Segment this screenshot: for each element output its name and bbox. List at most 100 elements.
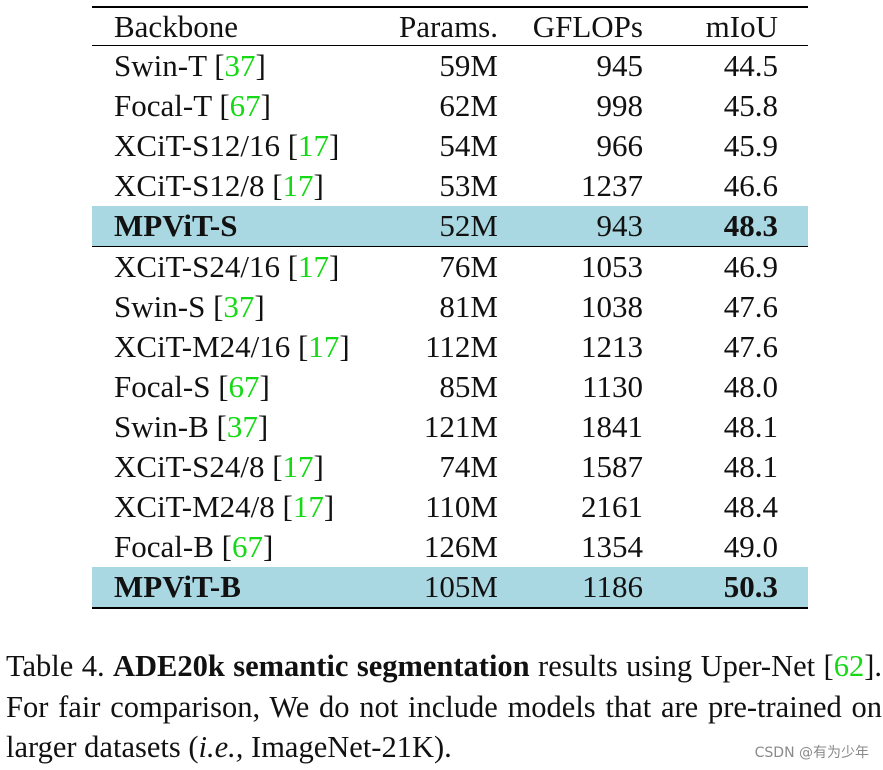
table-row: Focal-S [67] 85M 1130 48.0 [92,367,808,407]
caption-text-2: . For fair comparison, We do not include… [6,649,882,764]
miou-cell: 48.0 [723,369,778,404]
citation-link[interactable]: 17 [298,128,330,163]
header-gflops: GFLOPs [532,9,643,44]
header-backbone: Backbone [114,9,238,44]
table-header-row: Backbone Params. GFLOPs mIoU [92,8,808,46]
header-miou: mIoU [705,9,778,44]
backbone-cell: Focal-T [67] [114,88,271,123]
citation-link[interactable]: 17 [308,329,340,364]
backbone-cell: Focal-B [67] [114,529,274,564]
backbone-name: Focal-T [114,88,212,123]
params-cell: 121M [423,409,498,444]
backbone-name: XCiT-S12/8 [114,168,265,203]
miou-cell: 48.1 [723,409,778,444]
results-table: Backbone Params. GFLOPs mIoU Swin-T [37]… [92,6,808,609]
table-body: Swin-T [37] 59M 945 44.5 Focal-T [67] 62M 998 4… [92,46,808,607]
backbone-cell: XCiT-S12/16 [17] [114,128,340,163]
backbone-cell: Swin-S [37] [114,289,265,324]
gflops-cell: 1841 [581,409,643,444]
caption-label: Table 4. [6,649,105,683]
caption-citation[interactable]: 62 [833,649,865,683]
params-cell: 85M [439,369,498,404]
backbone-name: MPViT-B [114,569,241,604]
table-row: Focal-B [67] 126M 1354 49.0 [92,527,808,567]
miou-cell: 45.9 [723,128,778,163]
table-row: XCiT-M24/16 [17] 112M 1213 47.6 [92,327,808,367]
gflops-cell: 1587 [581,449,643,484]
backbone-cell: XCiT-S12/8 [17] [114,168,324,203]
caption-text-3: ImageNet-21K). [243,730,452,764]
citation-link[interactable]: 17 [298,249,330,284]
citation-link[interactable]: 67 [231,529,263,564]
table-row: XCiT-S24/8 [17] 74M 1587 48.1 [92,447,808,487]
table-row: XCiT-S12/8 [17] 53M 1237 46.6 [92,166,808,206]
backbone-cell: Focal-S [67] [114,369,270,404]
backbone-name: MPViT-S [114,208,238,243]
backbone-cell: XCiT-S24/8 [17] [114,449,324,484]
backbone-cell: XCiT-S24/16 [17] [114,249,340,284]
citation-link[interactable]: 17 [292,489,324,524]
backbone-name: XCiT-S12/16 [114,128,280,163]
miou-cell: 48.1 [723,449,778,484]
table-row: MPViT-S 52M 943 48.3 [92,206,808,247]
gflops-cell: 1038 [581,289,643,324]
params-cell: 59M [439,48,498,83]
backbone-cell: MPViT-S [114,206,237,246]
table-row: XCiT-S12/16 [17] 54M 966 45.9 [92,126,808,166]
params-cell: 74M [439,449,498,484]
gflops-cell: 1130 [582,369,643,404]
miou-cell: 45.8 [723,88,778,123]
gflops-cell: 943 [596,208,644,243]
backbone-name: XCiT-M24/16 [114,329,291,364]
params-cell: 110M [425,489,498,524]
table-row: XCiT-S24/16 [17] 76M 1053 46.9 [92,247,808,287]
caption-bold-title: ADE20k semantic segmentation [112,649,530,683]
backbone-name: XCiT-S24/8 [114,449,265,484]
params-cell: 52M [439,208,498,243]
gflops-cell: 1053 [581,249,643,284]
table-row: MPViT-B 105M 1186 50.3 [92,567,808,607]
params-cell: 81M [439,289,498,324]
miou-cell: 47.6 [723,329,778,364]
citation-link[interactable]: 37 [223,289,255,324]
backbone-name: XCiT-S24/16 [114,249,280,284]
citation-link[interactable]: 37 [224,48,256,83]
table-row: Swin-S [37] 81M 1038 47.6 [92,287,808,327]
backbone-cell: XCiT-M24/8 [17] [114,489,335,524]
params-cell: 105M [423,569,498,604]
miou-cell: 47.6 [723,289,778,324]
gflops-cell: 1213 [581,329,643,364]
backbone-cell: Swin-T [37] [114,48,266,83]
params-cell: 62M [439,88,498,123]
params-cell: 54M [439,128,498,163]
caption-text-1: results using Uper-Net [529,649,824,683]
gflops-cell: 1186 [582,569,643,604]
gflops-cell: 966 [596,128,644,163]
miou-cell: 49.0 [723,529,778,564]
watermark: CSDN @有为少年 [754,745,869,761]
miou-cell: 48.3 [723,208,778,243]
miou-cell: 44.5 [723,48,778,83]
backbone-cell: Swin-B [37] [114,409,269,444]
citation-link[interactable]: 67 [229,88,261,123]
citation-link[interactable]: 67 [228,369,260,404]
table-row: Swin-T [37] 59M 945 44.5 [92,46,808,86]
citation-link[interactable]: 37 [226,409,258,444]
caption-italic: i.e., [198,730,244,764]
header-params: Params. [398,9,498,44]
params-cell: 112M [425,329,498,364]
gflops-cell: 1354 [581,529,643,564]
citation-link[interactable]: 17 [282,449,314,484]
citation-link[interactable]: 17 [282,168,314,203]
table-row: Swin-B [37] 121M 1841 48.1 [92,407,808,447]
gflops-cell: 945 [596,48,644,83]
table-caption: Table 4. ADE20k semantic segmentation re… [6,649,882,764]
backbone-name: Swin-B [114,409,209,444]
table-row: Focal-T [67] 62M 998 45.8 [92,86,808,126]
backbone-name: XCiT-M24/8 [114,489,275,524]
backbone-name: Swin-T [114,48,207,83]
gflops-cell: 2161 [581,489,643,524]
gflops-cell: 1237 [581,168,643,203]
miou-cell: 46.9 [723,249,778,284]
backbone-name: Focal-B [114,529,214,564]
